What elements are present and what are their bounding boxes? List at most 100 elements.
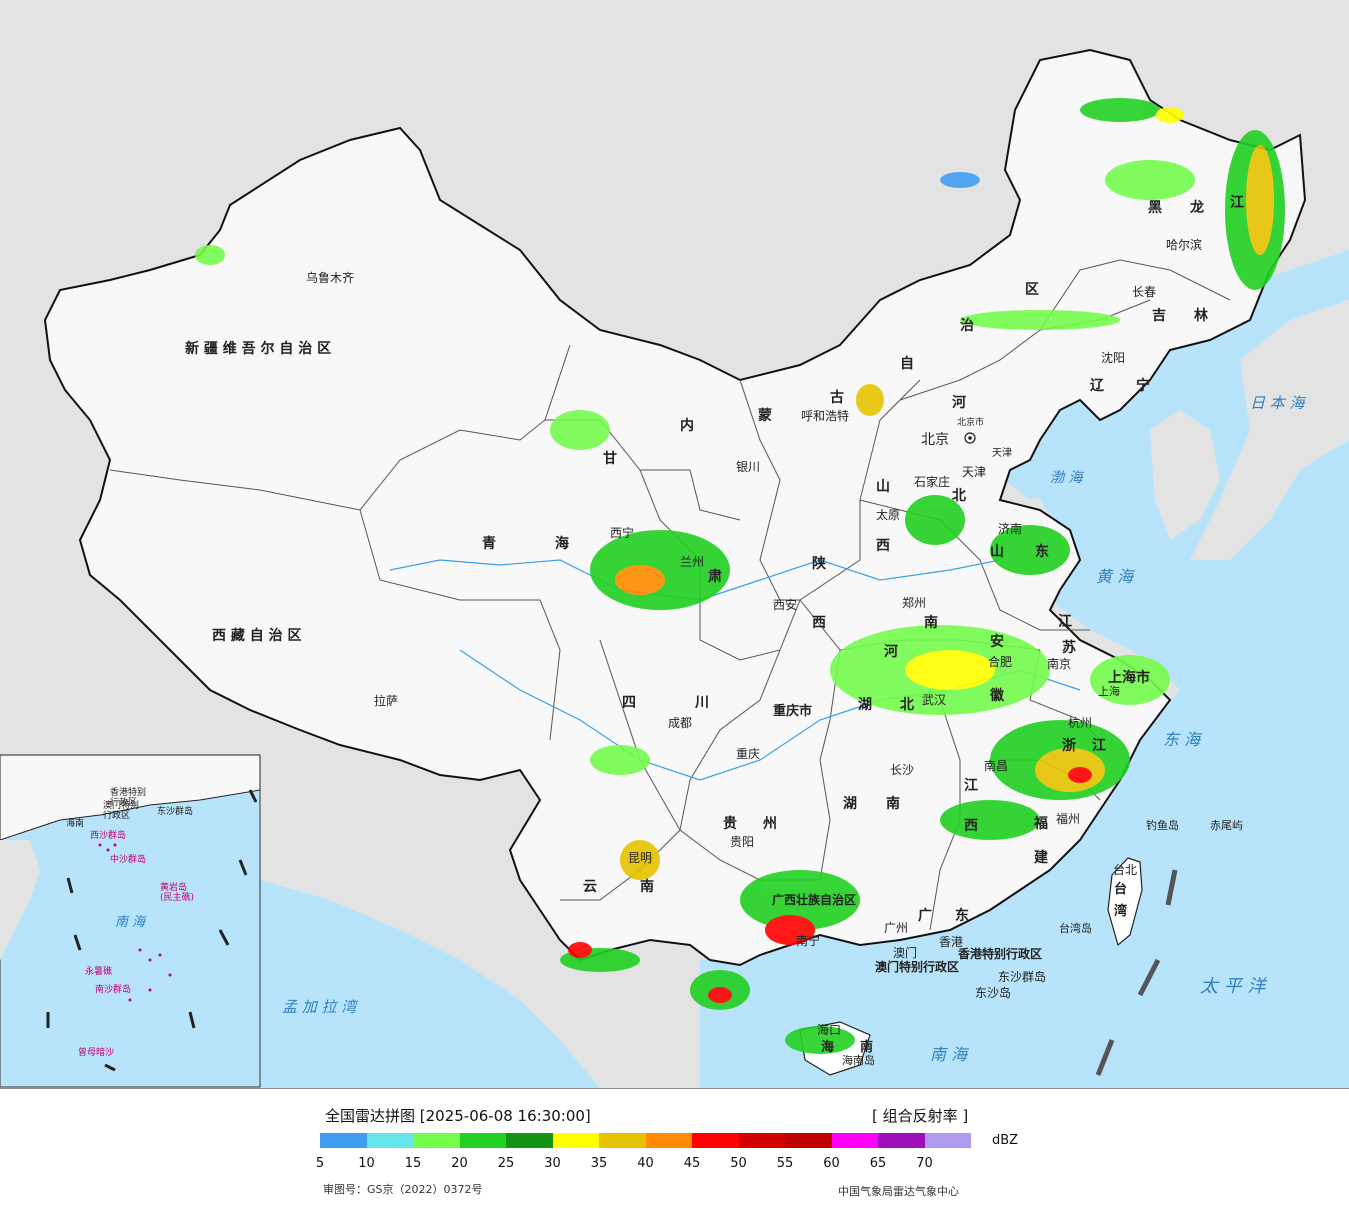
label-anhui-an: 安 xyxy=(990,633,1004,650)
radar-map[interactable]: 新 疆 维 吾 尔 自 治 区 乌鲁木齐 西 藏 自 治 区 拉萨 青 海 西宁… xyxy=(0,0,1349,1088)
inset-label-huangyan: 黄岩岛(民主礁) xyxy=(160,881,194,903)
scale-tick-label: 5 xyxy=(315,1156,325,1171)
scale-tick-label: 30 xyxy=(544,1156,561,1171)
label-nm-nei: 内 xyxy=(680,417,694,434)
label-fujian-fu: 福 xyxy=(1033,815,1048,832)
label-pacific: 太 平 洋 xyxy=(1200,976,1267,997)
scale-tick-label: 10 xyxy=(358,1156,375,1171)
scale-segment xyxy=(831,1133,878,1148)
scale-segment xyxy=(599,1133,646,1148)
label-east-sea: 东 海 xyxy=(1163,730,1202,749)
inset-label-zengmu: 曾母暗沙 xyxy=(78,1046,114,1058)
color-scale xyxy=(320,1133,971,1148)
scale-segment xyxy=(366,1133,413,1148)
scale-tick-label: 60 xyxy=(823,1156,840,1171)
label-changchun: 长春 xyxy=(1132,285,1156,299)
label-shenyang: 沈阳 xyxy=(1101,350,1125,365)
japan-land xyxy=(1190,300,1349,560)
label-urumqi: 乌鲁木齐 xyxy=(306,270,354,285)
label-shanghai: 上海市 xyxy=(1108,669,1150,686)
label-beijing-small: 北京市 xyxy=(957,416,984,428)
label-diaoyu: 钓鱼岛 xyxy=(1146,818,1179,832)
label-shanxi-shan: 山 xyxy=(876,479,890,495)
review-number: 审图号：GS京（2022）0372号 xyxy=(323,1183,483,1196)
label-henan-he: 河 xyxy=(884,643,898,660)
label-shijiazhuang: 石家庄 xyxy=(914,474,950,489)
label-beijing-city: 北京 xyxy=(921,432,949,448)
radar-echoes xyxy=(195,98,1285,1054)
sea-labels: 渤 海 黄 海 东 海 南 海 日 本 海 太 平 洋 孟 加 拉 湾 xyxy=(282,394,1307,1064)
label-tianjin-small: 天津 xyxy=(992,447,1012,459)
label-hainan-hai: 海 xyxy=(821,1039,834,1055)
label-hlj-jiang: 江 xyxy=(1230,194,1244,211)
label-yunnan-yun: 云 xyxy=(583,879,597,895)
label-macau: 澳门 xyxy=(893,945,917,960)
label-fuzhou: 福州 xyxy=(1056,811,1080,826)
scale-segment xyxy=(320,1133,367,1148)
legend-footer: 全国雷达拼图 [2025-06-08 16:30:00] [ 组合反射率 ] d… xyxy=(0,1088,1349,1209)
label-anhui-hui: 徽 xyxy=(989,687,1005,704)
label-kunming: 昆明 xyxy=(628,851,652,865)
label-shaanxi-xi: 西 xyxy=(812,615,826,631)
label-shanghai-city: 上海 xyxy=(1098,684,1120,698)
label-chengdu: 成都 xyxy=(668,716,692,730)
scale-tick-label: 70 xyxy=(916,1156,933,1171)
label-nm-gu: 古 xyxy=(830,389,844,406)
label-bohai: 渤 海 xyxy=(1050,470,1084,486)
scale-tick-label: 45 xyxy=(683,1156,701,1171)
label-jiangxi-xi: 西 xyxy=(964,818,978,834)
label-macau-sar: 澳门特别行政区 xyxy=(875,959,959,974)
label-lanzhou: 兰州 xyxy=(680,555,704,569)
label-bay-of-bengal: 孟 加 拉 湾 xyxy=(282,998,359,1016)
sea-bengal xyxy=(260,880,600,1088)
label-guangdong-dong: 东 xyxy=(955,907,969,924)
label-hunan-nan: 南 xyxy=(886,795,900,812)
scale-segment xyxy=(924,1133,971,1148)
label-xian: 西安 xyxy=(773,597,797,612)
label-wuhan: 武汉 xyxy=(922,693,946,707)
scale-segment xyxy=(413,1133,460,1148)
label-hubei-hu: 湖 xyxy=(858,697,872,713)
scale-tick-label: 35 xyxy=(590,1156,608,1171)
label-liaoning-liao: 辽 xyxy=(1090,378,1105,394)
label-taibei: 台北 xyxy=(1113,862,1137,877)
label-hefei: 合肥 xyxy=(988,654,1012,669)
label-hubei-bei: 北 xyxy=(900,697,914,713)
label-guiyang: 贵阳 xyxy=(730,835,754,849)
scale-segment xyxy=(738,1133,785,1148)
map-labels: 新 疆 维 吾 尔 自 治 区 乌鲁木齐 西 藏 自 治 区 拉萨 青 海 西宁… xyxy=(185,194,1244,1067)
label-jiangxi-jiang: 江 xyxy=(964,777,978,794)
label-qinghai-h: 海 xyxy=(555,535,569,552)
scale-tick-label: 65 xyxy=(869,1156,887,1171)
label-guangzhou: 广州 xyxy=(884,921,908,935)
label-taiwan-wan: 湾 xyxy=(1114,903,1127,919)
inset-label-nansha: 南沙群岛 xyxy=(95,983,131,995)
label-xinjiang: 新 疆 维 吾 尔 自 治 区 xyxy=(185,340,331,357)
label-shandong-shan: 山 xyxy=(990,544,1004,560)
label-shandong-dong: 东 xyxy=(1035,543,1049,560)
label-zhejiang-jiang: 江 xyxy=(1092,737,1106,754)
scale-unit: dBZ xyxy=(992,1133,1019,1148)
label-dongsha-d: 东沙岛 xyxy=(975,985,1011,1000)
label-hebei-bei: 北 xyxy=(952,488,966,504)
label-nanjing: 南京 xyxy=(1047,656,1071,671)
label-haikou: 海口 xyxy=(817,1022,841,1037)
label-hlj-hei: 黑 xyxy=(1148,200,1162,216)
south-china-sea-inset[interactable]: 香港特别行政区 澳门特别行政区 东沙群岛 海南 西沙群岛 中沙群岛 黄岩岛(民主… xyxy=(0,754,261,1088)
label-sichuan-si: 四 xyxy=(622,695,636,711)
map-title: 全国雷达拼图 [2025-06-08 16:30:00] xyxy=(325,1107,591,1125)
label-sichuan-chuan: 川 xyxy=(694,695,709,711)
label-hebei-he: 河 xyxy=(952,394,966,411)
label-yunnan-nan: 南 xyxy=(640,878,654,895)
label-gansu-g: 甘 xyxy=(603,450,617,467)
korea-land xyxy=(1150,410,1220,540)
label-changsha: 长沙 xyxy=(890,763,914,777)
organization: 中国气象局雷达气象中心 xyxy=(838,1185,959,1198)
label-jiangsu-su: 苏 xyxy=(1062,639,1076,656)
inset-label-zhongsha: 中沙群岛 xyxy=(110,853,146,865)
label-chiwei: 赤尾屿 xyxy=(1210,819,1243,832)
scale-tick-label: 20 xyxy=(451,1156,468,1171)
label-harbin: 哈尔滨 xyxy=(1166,237,1202,252)
label-hangzhou: 杭州 xyxy=(1068,715,1092,730)
label-tibet: 西 藏 自 治 区 xyxy=(212,627,302,644)
